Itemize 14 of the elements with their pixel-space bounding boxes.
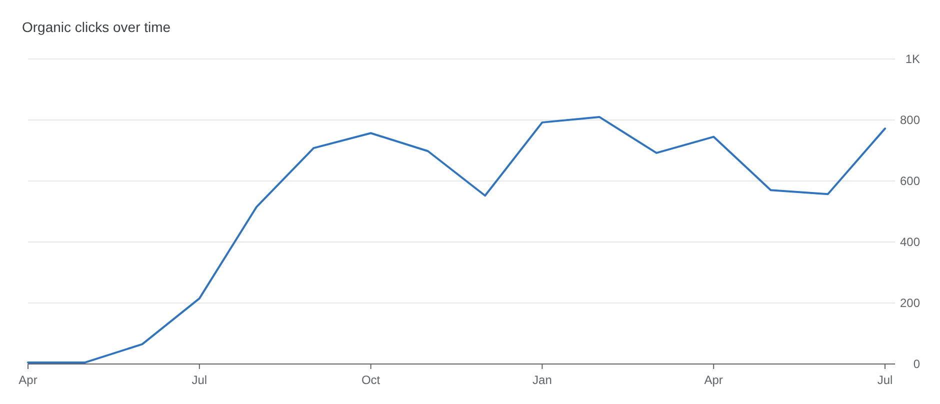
- y-tick-label: 0: [913, 357, 920, 372]
- y-tick-label: 800: [900, 113, 920, 128]
- y-tick-label: 1K: [905, 52, 920, 66]
- x-tick-label: Jul: [877, 373, 893, 387]
- y-tick-label: 400: [900, 235, 920, 250]
- x-tick-label: Apr: [18, 373, 38, 387]
- y-tick-label: 200: [900, 296, 920, 310]
- chart-title: Organic clicks over time: [22, 19, 171, 35]
- x-tick-label: Jul: [192, 373, 208, 387]
- line-series: [27, 116, 886, 364]
- x-tick-label: Oct: [361, 373, 381, 387]
- x-tick-label: Jan: [532, 373, 552, 387]
- x-tick-label: Apr: [704, 373, 723, 387]
- y-tick-label: 600: [900, 174, 920, 188]
